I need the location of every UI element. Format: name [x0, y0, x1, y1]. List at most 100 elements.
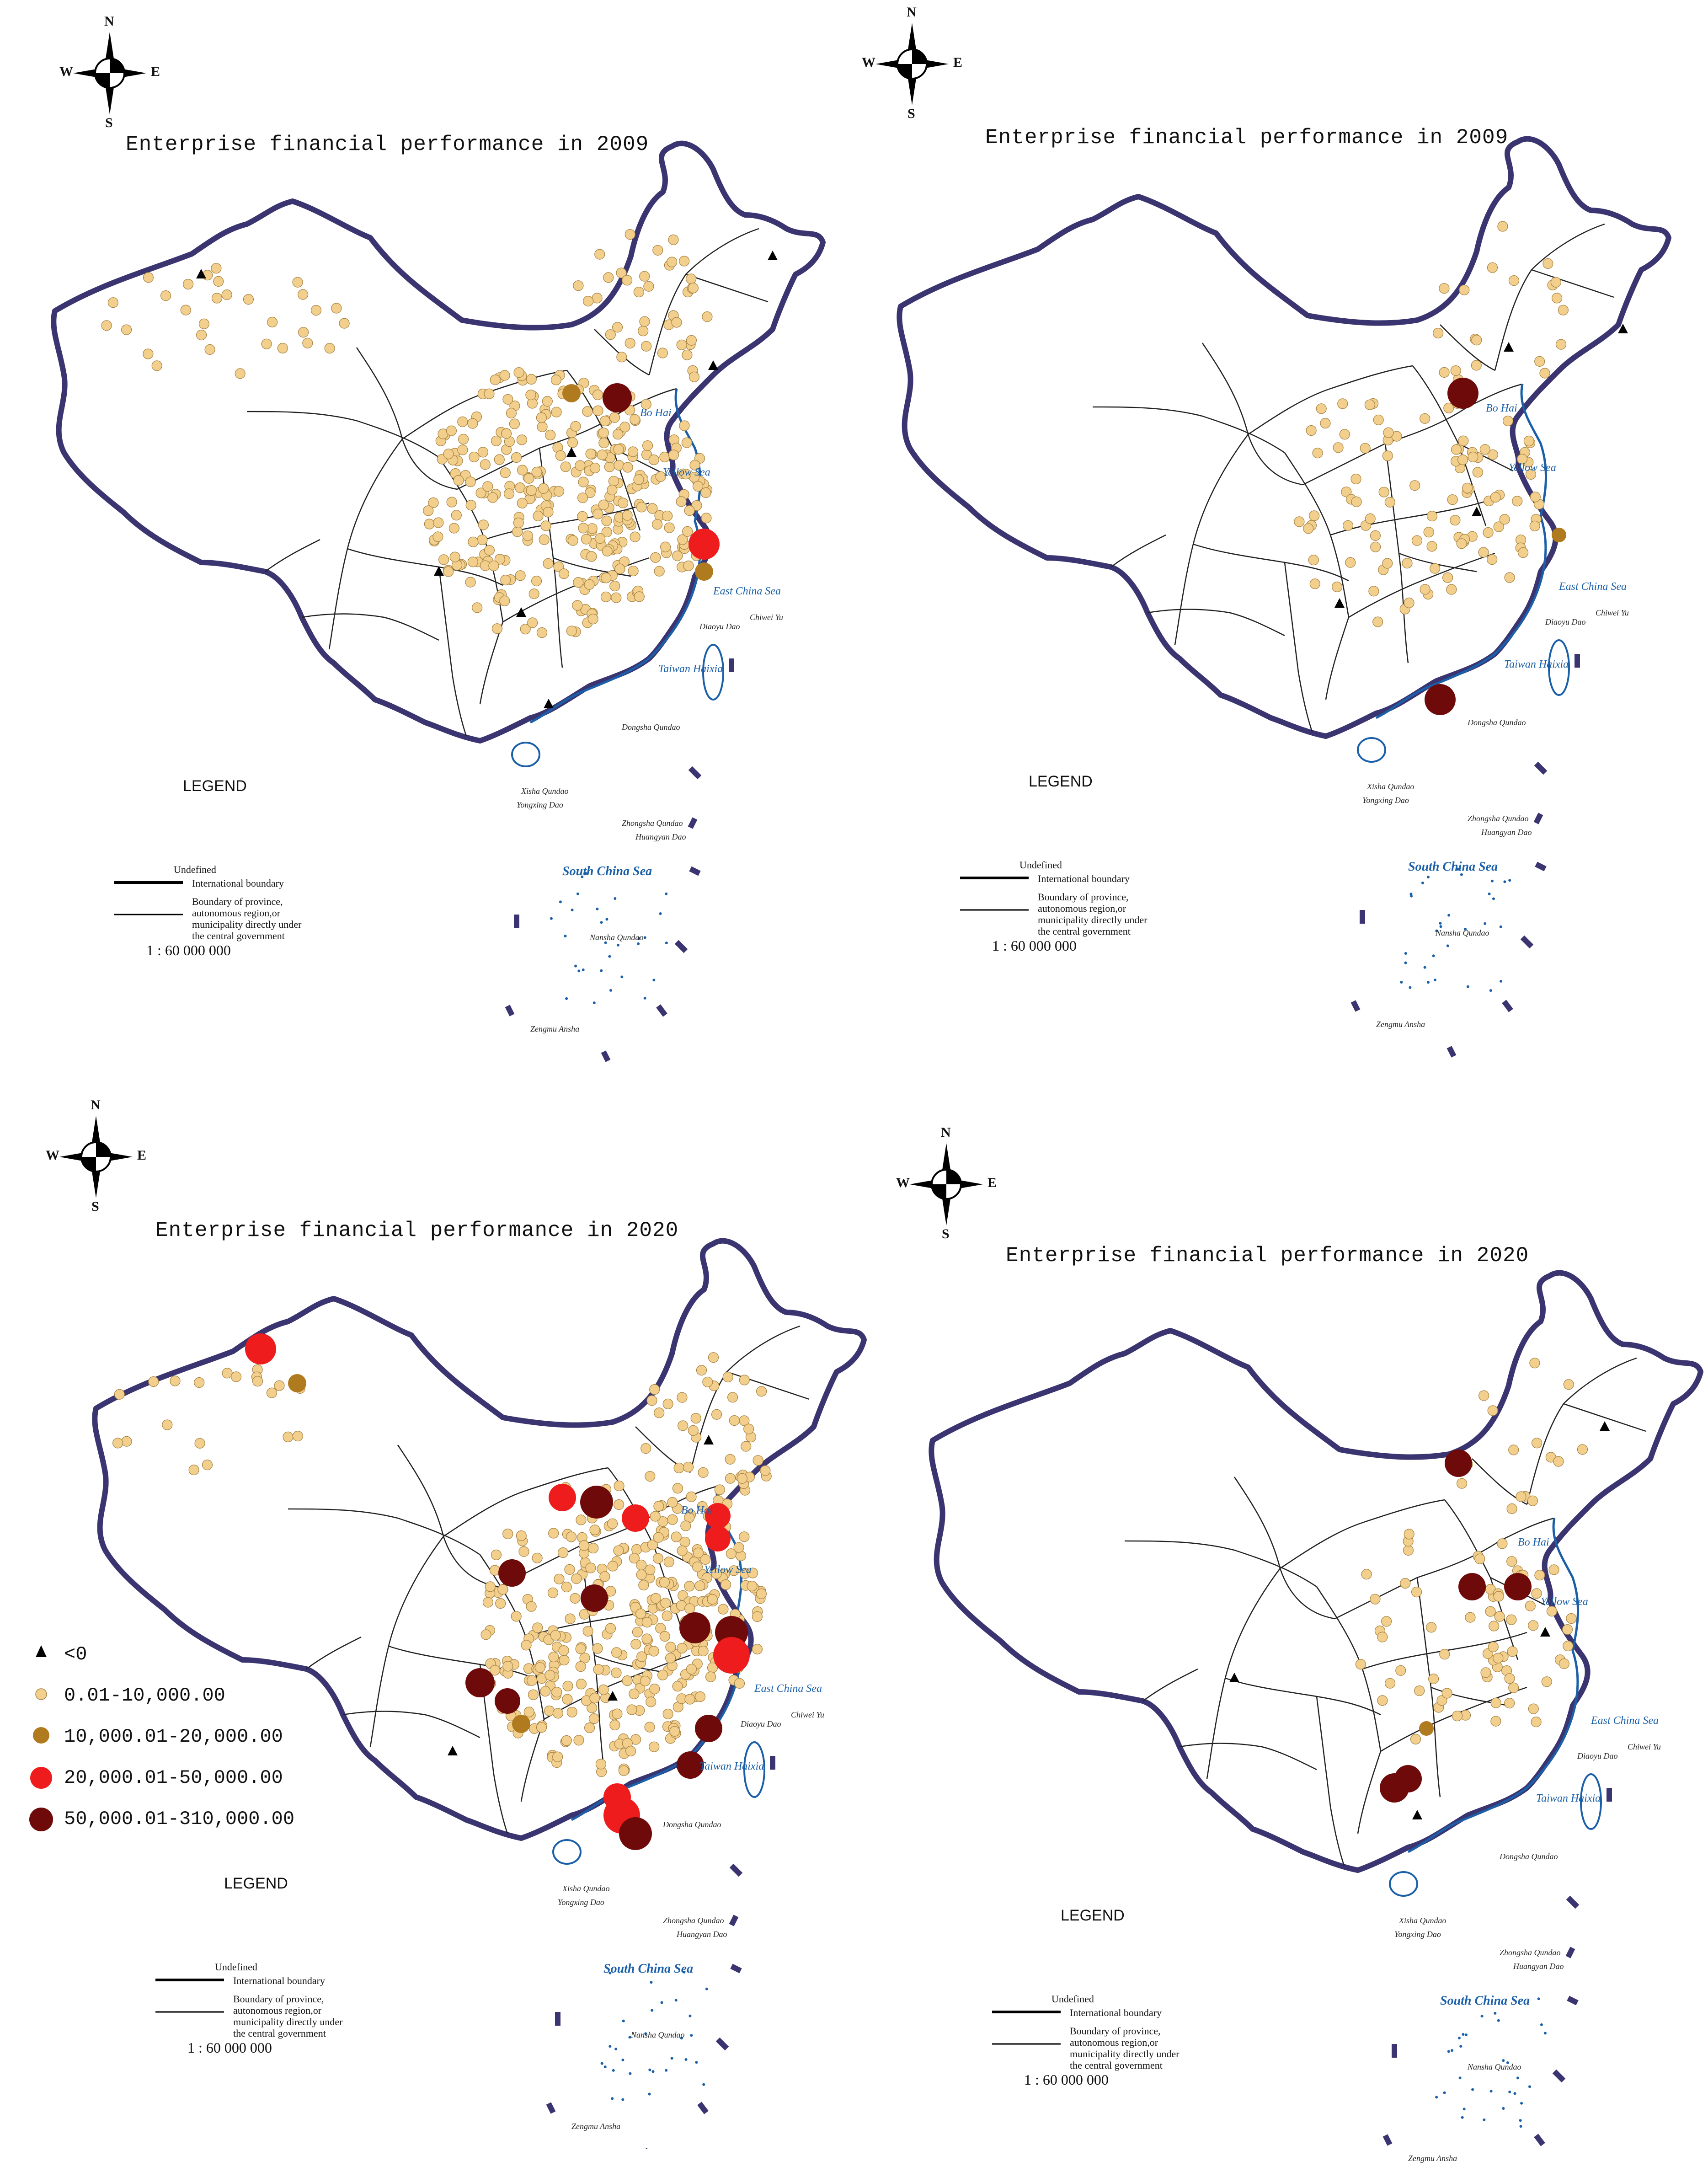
enterprise-point [1478, 547, 1489, 558]
enterprise-point [188, 1464, 199, 1476]
enterprise-point [694, 1580, 705, 1591]
dashed-boundary [505, 1005, 515, 1016]
enterprise-point [700, 487, 711, 498]
enterprise-point [443, 449, 454, 460]
enterprise-point [1447, 494, 1458, 505]
enterprise-point [617, 498, 629, 508]
enterprise-point [663, 1557, 674, 1567]
negative-point [708, 360, 718, 370]
enterprise-point [729, 1415, 740, 1426]
legend-lines [155, 1979, 224, 2013]
enterprise-point [686, 1491, 697, 1503]
island-dot [600, 2062, 603, 2065]
sea-label-nansha: Nansha Qundao [1468, 2062, 1521, 2071]
enterprise-point [548, 1528, 559, 1539]
enterprise-point [522, 530, 533, 541]
sea-label-zhongsha: Zhongsha Qundao [1468, 814, 1529, 823]
enterprise-point [1577, 1444, 1588, 1455]
enterprise-point-large [549, 1484, 576, 1511]
compass-rose: N S W E [896, 1125, 997, 1241]
enterprise-point [537, 421, 548, 433]
enterprise-point [677, 1545, 688, 1557]
china-map [897, 136, 1671, 1058]
enterprise-point [679, 1536, 690, 1547]
enterprise-point [686, 1664, 697, 1674]
enterprise-point [1337, 398, 1348, 409]
enterprise-point [211, 263, 222, 274]
enterprise-point [1411, 535, 1423, 546]
sea-label-diaoyu: Diaoyu Dao [1545, 617, 1586, 626]
sea-label-huangyan: Huangyan Dao [677, 1930, 727, 1939]
enterprise-point [1508, 275, 1520, 286]
province-boundary [1225, 1677, 1381, 1716]
enterprise-point [1474, 1553, 1485, 1564]
enterprise-point [1451, 444, 1462, 455]
enterprise-point [550, 1630, 561, 1641]
map-title: Enterprise financial performance in 2020 [1006, 1244, 1529, 1268]
enterprise-point [592, 508, 603, 519]
enterprise-point [636, 1651, 647, 1662]
province-boundary [1526, 1357, 1637, 1505]
island-dot [1519, 2119, 1522, 2122]
enterprise-point [310, 305, 322, 316]
sea-label-dongsha: Dongsha Qundao [622, 722, 680, 732]
legend-prov4: the central government [1070, 2060, 1163, 2071]
sea-label-nansha: Nansha Qundao [590, 933, 644, 942]
enterprise-point [599, 1571, 610, 1582]
legend-intl: International boundary [1038, 873, 1130, 884]
enterprise-point [1342, 520, 1354, 531]
enterprise-point [558, 568, 570, 579]
enterprise-point [526, 374, 537, 385]
enterprise-point [1527, 1495, 1538, 1506]
enterprise-point [424, 519, 435, 530]
enterprise-point [1485, 1606, 1496, 1617]
enterprise-point [672, 1681, 683, 1692]
enterprise-point [331, 303, 342, 314]
enterprise-point [1420, 584, 1430, 595]
enterprise-point [689, 460, 700, 471]
enterprise-point [1411, 1586, 1422, 1598]
enterprise-point [685, 273, 697, 284]
enterprise-point [592, 1643, 603, 1654]
sea-label-diaoyu: Diaoyu Dao [699, 622, 740, 631]
province-boundary [301, 613, 439, 641]
hainan-island [552, 1839, 582, 1865]
enterprise-point [662, 510, 673, 521]
legend-lines [992, 2011, 1061, 2045]
province-boundary [1440, 324, 1495, 371]
enterprise-point [659, 451, 670, 463]
province-boundary [1248, 365, 1413, 435]
enterprise-point [662, 1708, 673, 1720]
province-boundary [1092, 406, 1285, 454]
sea-label-zengmu: Zengmu Ansha [530, 1024, 580, 1033]
enterprise-point [423, 505, 434, 516]
enterprise-point [513, 367, 524, 378]
dashed-boundary [697, 2102, 709, 2114]
enterprise-point [538, 483, 549, 494]
enterprise-point [680, 1520, 691, 1531]
enterprise-point [1539, 368, 1550, 379]
island-dot [1439, 925, 1442, 928]
enterprise-point [659, 1631, 670, 1642]
enterprise-point [725, 1454, 736, 1465]
island-dot [1480, 2015, 1484, 2018]
enterprise-point-large [581, 1584, 608, 1612]
island-dot [577, 969, 581, 973]
enterprise-point [1529, 520, 1540, 531]
sea-label-huangyan: Huangyan Dao [1481, 828, 1532, 837]
sea-label-eastchina: East China Sea [713, 585, 781, 597]
enterprise-point [1502, 415, 1514, 427]
enterprise-point [1384, 497, 1395, 508]
enterprise-point [567, 535, 578, 546]
enterprise-point [631, 1544, 642, 1555]
enterprise-point [609, 412, 620, 423]
legend-prov3: municipality directly under [1038, 914, 1148, 926]
enterprise-point [533, 510, 544, 522]
map-title: Enterprise financial performance in 2020 [155, 1219, 679, 1242]
enterprise-point-large [498, 1559, 526, 1587]
compass-e: E [987, 1175, 997, 1190]
enterprise-point [1404, 597, 1414, 609]
island-dot [603, 2065, 607, 2069]
enterprise-point [739, 1531, 750, 1542]
coastline [1407, 1518, 1579, 1853]
